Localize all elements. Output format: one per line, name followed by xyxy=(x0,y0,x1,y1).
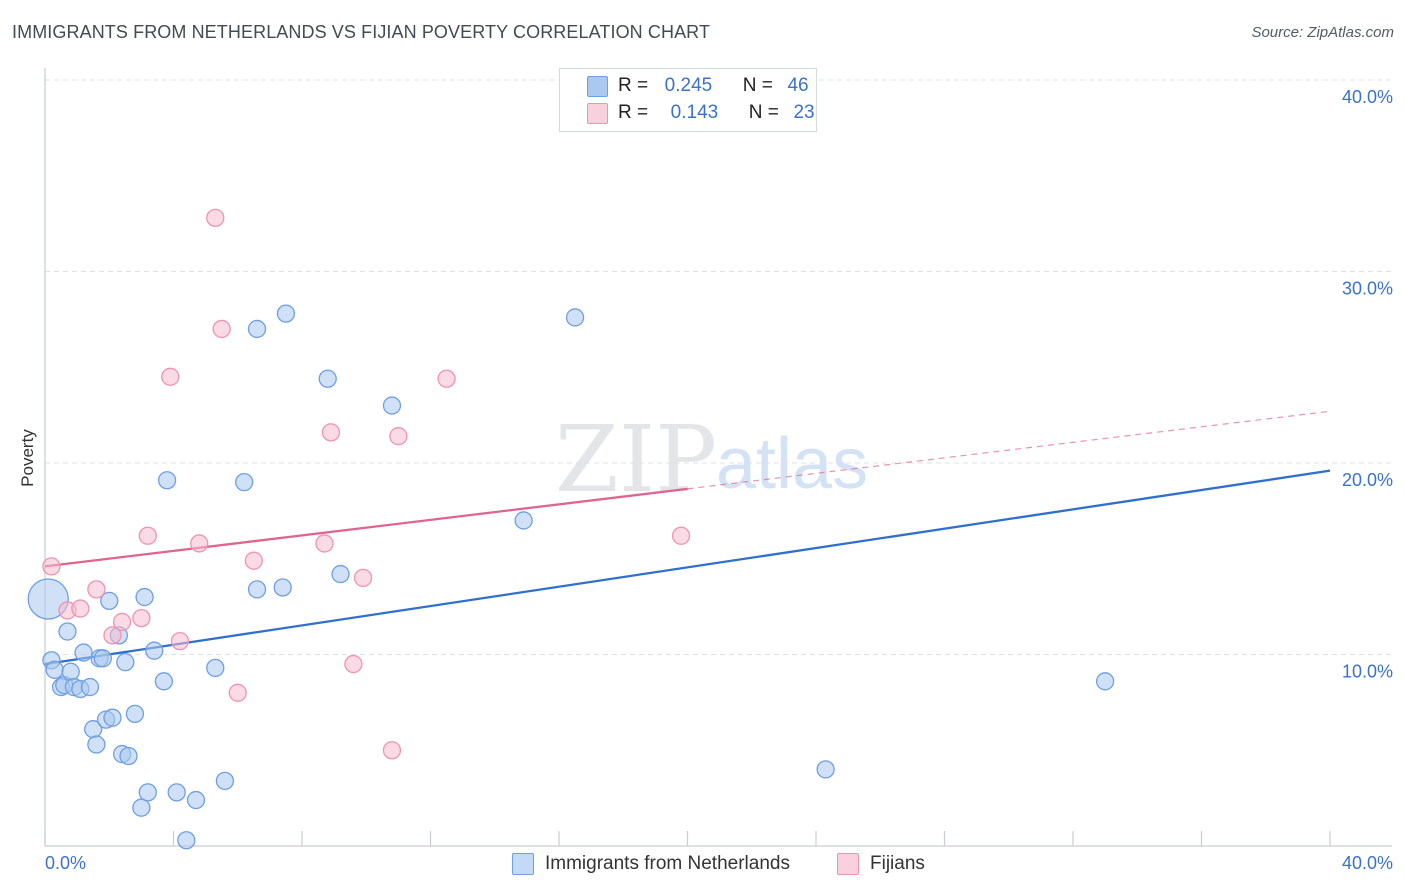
watermark-zip: ZIP xyxy=(555,406,717,513)
x-tick-label: 40.0% xyxy=(1342,853,1393,873)
r-value: 0.143 xyxy=(670,102,719,123)
fijian-point xyxy=(344,654,363,674)
netherlands-point xyxy=(1095,672,1115,691)
netherlands-point xyxy=(514,511,533,530)
netherlands-point xyxy=(157,471,177,490)
zipatlas-watermark: ZIP atlas xyxy=(555,406,868,513)
axes xyxy=(44,68,1392,847)
fijian-point xyxy=(161,367,180,386)
fijian-point xyxy=(138,526,157,545)
y-axis-label: Poverty xyxy=(18,429,37,487)
r-value: 0.245 xyxy=(664,75,713,96)
fijian-point xyxy=(87,580,106,599)
fijian-point xyxy=(671,526,691,545)
netherlands-point xyxy=(125,704,145,724)
fijian-point xyxy=(382,741,402,760)
netherlands-point xyxy=(103,708,122,727)
y-tick-label: 30.0% xyxy=(1342,279,1393,299)
netherlands-point xyxy=(74,643,93,662)
netherlands-point xyxy=(119,746,138,766)
n-value: 46 xyxy=(787,75,809,96)
r-label: R = xyxy=(618,102,649,123)
fijian-point xyxy=(212,319,231,339)
trend-lines xyxy=(44,410,1331,666)
chart-title: IMMIGRANTS FROM NETHERLANDS VS FIJIAN PO… xyxy=(12,22,711,42)
netherlands-point xyxy=(177,831,196,850)
fijian-point xyxy=(389,427,408,446)
netherlands-point xyxy=(100,591,119,611)
n-label: N = xyxy=(748,102,779,123)
y-tick-label: 10.0% xyxy=(1342,662,1393,682)
netherlands-point xyxy=(132,798,151,817)
netherlands-point xyxy=(331,564,350,584)
source-credit: Source: ZipAtlas.com xyxy=(1251,24,1394,41)
legend-swatch-pink xyxy=(587,103,608,124)
netherlands-point xyxy=(565,308,585,327)
fijian-point xyxy=(170,631,190,651)
fijian-point xyxy=(42,557,61,576)
netherlands-point xyxy=(145,641,164,660)
netherlands-point xyxy=(87,735,106,754)
netherlands-point xyxy=(215,771,235,791)
fijian-trend-extension xyxy=(687,410,1331,490)
y-tick-label: 20.0% xyxy=(1342,470,1393,490)
fijian-point xyxy=(103,626,122,645)
watermark-atlas: atlas xyxy=(716,424,868,504)
netherlands-point xyxy=(816,760,835,779)
data-points xyxy=(27,208,1115,850)
netherlands-point xyxy=(138,783,157,802)
x-tick-label: 0.0% xyxy=(45,853,86,873)
netherlands-point xyxy=(45,660,64,679)
netherlands-point xyxy=(318,369,337,388)
netherlands-point xyxy=(276,304,296,323)
netherlands-point xyxy=(80,677,100,697)
fijian-point xyxy=(244,551,263,570)
netherlands-point xyxy=(167,783,186,802)
netherlands-point xyxy=(273,578,292,597)
fijian-point xyxy=(321,423,341,442)
fijian-point xyxy=(228,683,247,702)
netherlands-point xyxy=(93,649,112,668)
netherlands-point xyxy=(27,578,69,620)
netherlands-point xyxy=(116,653,135,672)
legend-item-fijians[interactable]: Fijians xyxy=(837,851,925,877)
netherlands-point xyxy=(58,622,77,641)
netherlands-point xyxy=(135,587,154,607)
fijian-point xyxy=(353,568,373,588)
n-label: N = xyxy=(742,75,773,96)
netherlands-point xyxy=(382,396,402,415)
fijian-point xyxy=(132,608,151,628)
n-value: 23 xyxy=(793,102,815,123)
netherlands-trend-line xyxy=(44,469,1331,666)
fijian-trend-line xyxy=(44,487,688,568)
legend-item-netherlands[interactable]: Immigrants from Netherlands xyxy=(512,851,790,877)
legend-label-fijians: Fijians xyxy=(870,853,925,874)
netherlands-point xyxy=(186,790,206,810)
r-label: R = xyxy=(618,75,649,96)
legend-label-netherlands: Immigrants from Netherlands xyxy=(545,853,790,874)
fijian-point xyxy=(112,612,132,632)
netherlands-point xyxy=(206,658,225,678)
fijian-point xyxy=(206,208,225,228)
netherlands-point xyxy=(247,319,267,339)
netherlands-point xyxy=(247,580,267,599)
legend-swatch-pink xyxy=(837,853,859,875)
y-tick-label: 40.0% xyxy=(1342,87,1393,107)
grid-lines xyxy=(45,79,1392,655)
netherlands-point xyxy=(61,662,80,681)
fijian-point xyxy=(315,534,334,553)
stats-legend: R = 0.245 N = 46 R = 0.143 N = 23 xyxy=(559,68,817,132)
fijian-point xyxy=(437,369,456,388)
fijian-point xyxy=(71,599,90,618)
netherlands-point xyxy=(154,672,174,691)
legend-swatch-blue xyxy=(512,853,534,875)
tick-labels: 10.0% 20.0% 30.0% 40.0% 0.0% 40.0% xyxy=(45,87,1393,873)
legend-swatch-blue xyxy=(587,76,608,97)
netherlands-point xyxy=(235,472,254,492)
fijian-point xyxy=(190,534,209,553)
